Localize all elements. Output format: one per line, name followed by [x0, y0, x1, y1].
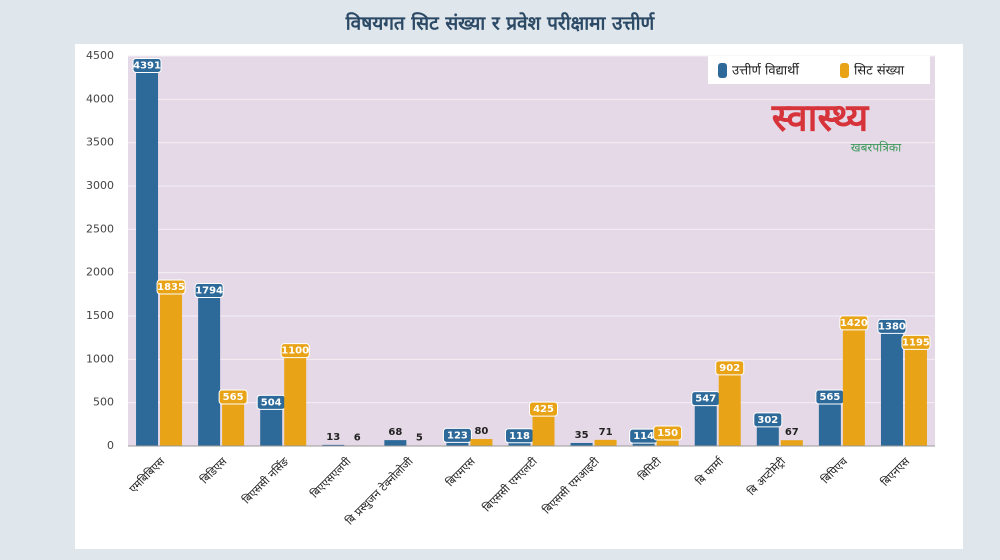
value-label: 425 — [533, 404, 554, 415]
value-label: 902 — [719, 363, 740, 374]
y-tick-label: 1500 — [86, 309, 114, 322]
value-label: 13 — [326, 432, 340, 443]
y-tick-label: 1000 — [86, 352, 114, 365]
y-tick-label: 2000 — [86, 266, 114, 279]
value-label: 150 — [657, 428, 678, 439]
brand-tagline: खबरपत्रिका — [851, 141, 902, 155]
value-label: 1100 — [281, 346, 309, 357]
value-label: 35 — [575, 430, 589, 441]
value-label: 118 — [509, 431, 530, 442]
bar — [198, 291, 220, 446]
value-label: 5 — [416, 433, 423, 444]
legend-swatch — [840, 63, 849, 78]
brand-name: स्वास्थ्य — [771, 96, 870, 140]
value-label: 123 — [447, 430, 468, 441]
y-tick-label: 2500 — [86, 222, 114, 235]
bar — [384, 440, 406, 446]
legend-label: उत्तीर्ण विद्यार्थी — [732, 63, 799, 79]
bar — [284, 351, 306, 446]
value-label: 67 — [785, 427, 799, 438]
bar — [719, 368, 741, 446]
bar — [905, 342, 927, 446]
y-tick-label: 4500 — [86, 49, 114, 62]
legend-swatch — [718, 63, 727, 78]
bar — [470, 439, 492, 446]
value-label: 4391 — [133, 60, 161, 71]
legend-label: सिट संख्या — [854, 63, 905, 79]
bar — [136, 65, 158, 446]
value-label: 80 — [474, 426, 488, 437]
y-tick-label: 4000 — [86, 92, 114, 105]
y-tick-label: 0 — [107, 439, 114, 452]
bar — [843, 323, 865, 446]
bar — [881, 326, 903, 446]
bar — [160, 287, 182, 446]
legend: उत्तीर्ण विद्यार्थी सिट संख्या — [708, 56, 930, 84]
y-tick-label: 3000 — [86, 179, 114, 192]
value-label: 6 — [354, 432, 361, 443]
y-tick-label: 500 — [93, 396, 114, 409]
value-label: 504 — [261, 397, 282, 408]
y-tick-label: 3500 — [86, 136, 114, 149]
value-label: 1835 — [157, 282, 185, 293]
value-label: 1195 — [902, 337, 930, 348]
value-label: 71 — [599, 427, 613, 438]
value-label: 1380 — [878, 321, 906, 332]
value-label: 547 — [695, 394, 716, 405]
value-label: 1420 — [840, 318, 868, 329]
value-label: 68 — [388, 427, 402, 438]
value-label: 565 — [223, 392, 244, 403]
value-label: 565 — [819, 392, 840, 403]
value-label: 114 — [633, 431, 654, 442]
value-label: 1794 — [195, 286, 223, 297]
bar — [781, 440, 803, 446]
chart-title: विषयगत सिट संख्या र प्रवेश परीक्षामा उत्… — [345, 12, 656, 35]
bar — [595, 440, 617, 446]
value-label: 302 — [757, 415, 778, 426]
